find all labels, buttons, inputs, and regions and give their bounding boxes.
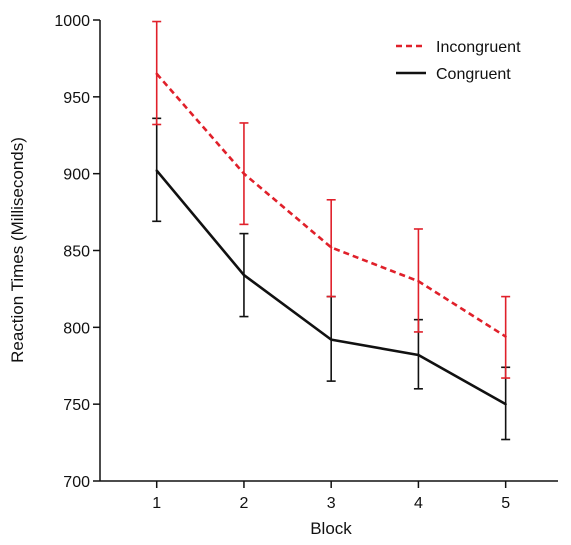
x-tick-label: 1 (152, 495, 161, 512)
x-axis-title: Block (310, 519, 352, 538)
incongruent-point (155, 72, 158, 75)
congruent-point (155, 169, 158, 172)
x-tick-label: 2 (239, 495, 248, 512)
legend-label-incongruent: Incongruent (436, 39, 521, 56)
congruent-point (329, 338, 333, 341)
y-tick-label: 900 (63, 167, 90, 184)
y-tick-label: 950 (63, 90, 90, 107)
incongruent-series (152, 20, 511, 379)
legend: Incongruent Congruent (396, 39, 521, 83)
congruent-point (504, 402, 507, 406)
chart-axes: 700 750 800 850 900 950 1000 1 2 3 4 5 (54, 13, 558, 512)
congruent-series (152, 117, 511, 441)
legend-label-congruent: Congruent (436, 66, 511, 83)
x-tick-label: 3 (327, 495, 336, 512)
chart-marks (152, 20, 511, 441)
x-tick-label: 5 (501, 495, 510, 512)
incongruent-point (329, 246, 333, 249)
incongruent-line (155, 72, 507, 338)
y-tick-label: 1000 (54, 13, 90, 30)
y-tick-label: 850 (63, 244, 90, 261)
incongruent-point (417, 280, 420, 283)
incongruent-point (242, 172, 246, 175)
congruent-point (242, 273, 246, 277)
y-tick-label: 700 (63, 474, 90, 491)
x-tick-label: 4 (414, 495, 423, 512)
congruent-point (417, 353, 420, 357)
incongruent-point (504, 335, 507, 338)
y-tick-label: 750 (63, 397, 90, 414)
y-axis-title: Reaction Times (Milliseconds) (8, 137, 27, 363)
y-tick-label: 800 (63, 320, 90, 337)
